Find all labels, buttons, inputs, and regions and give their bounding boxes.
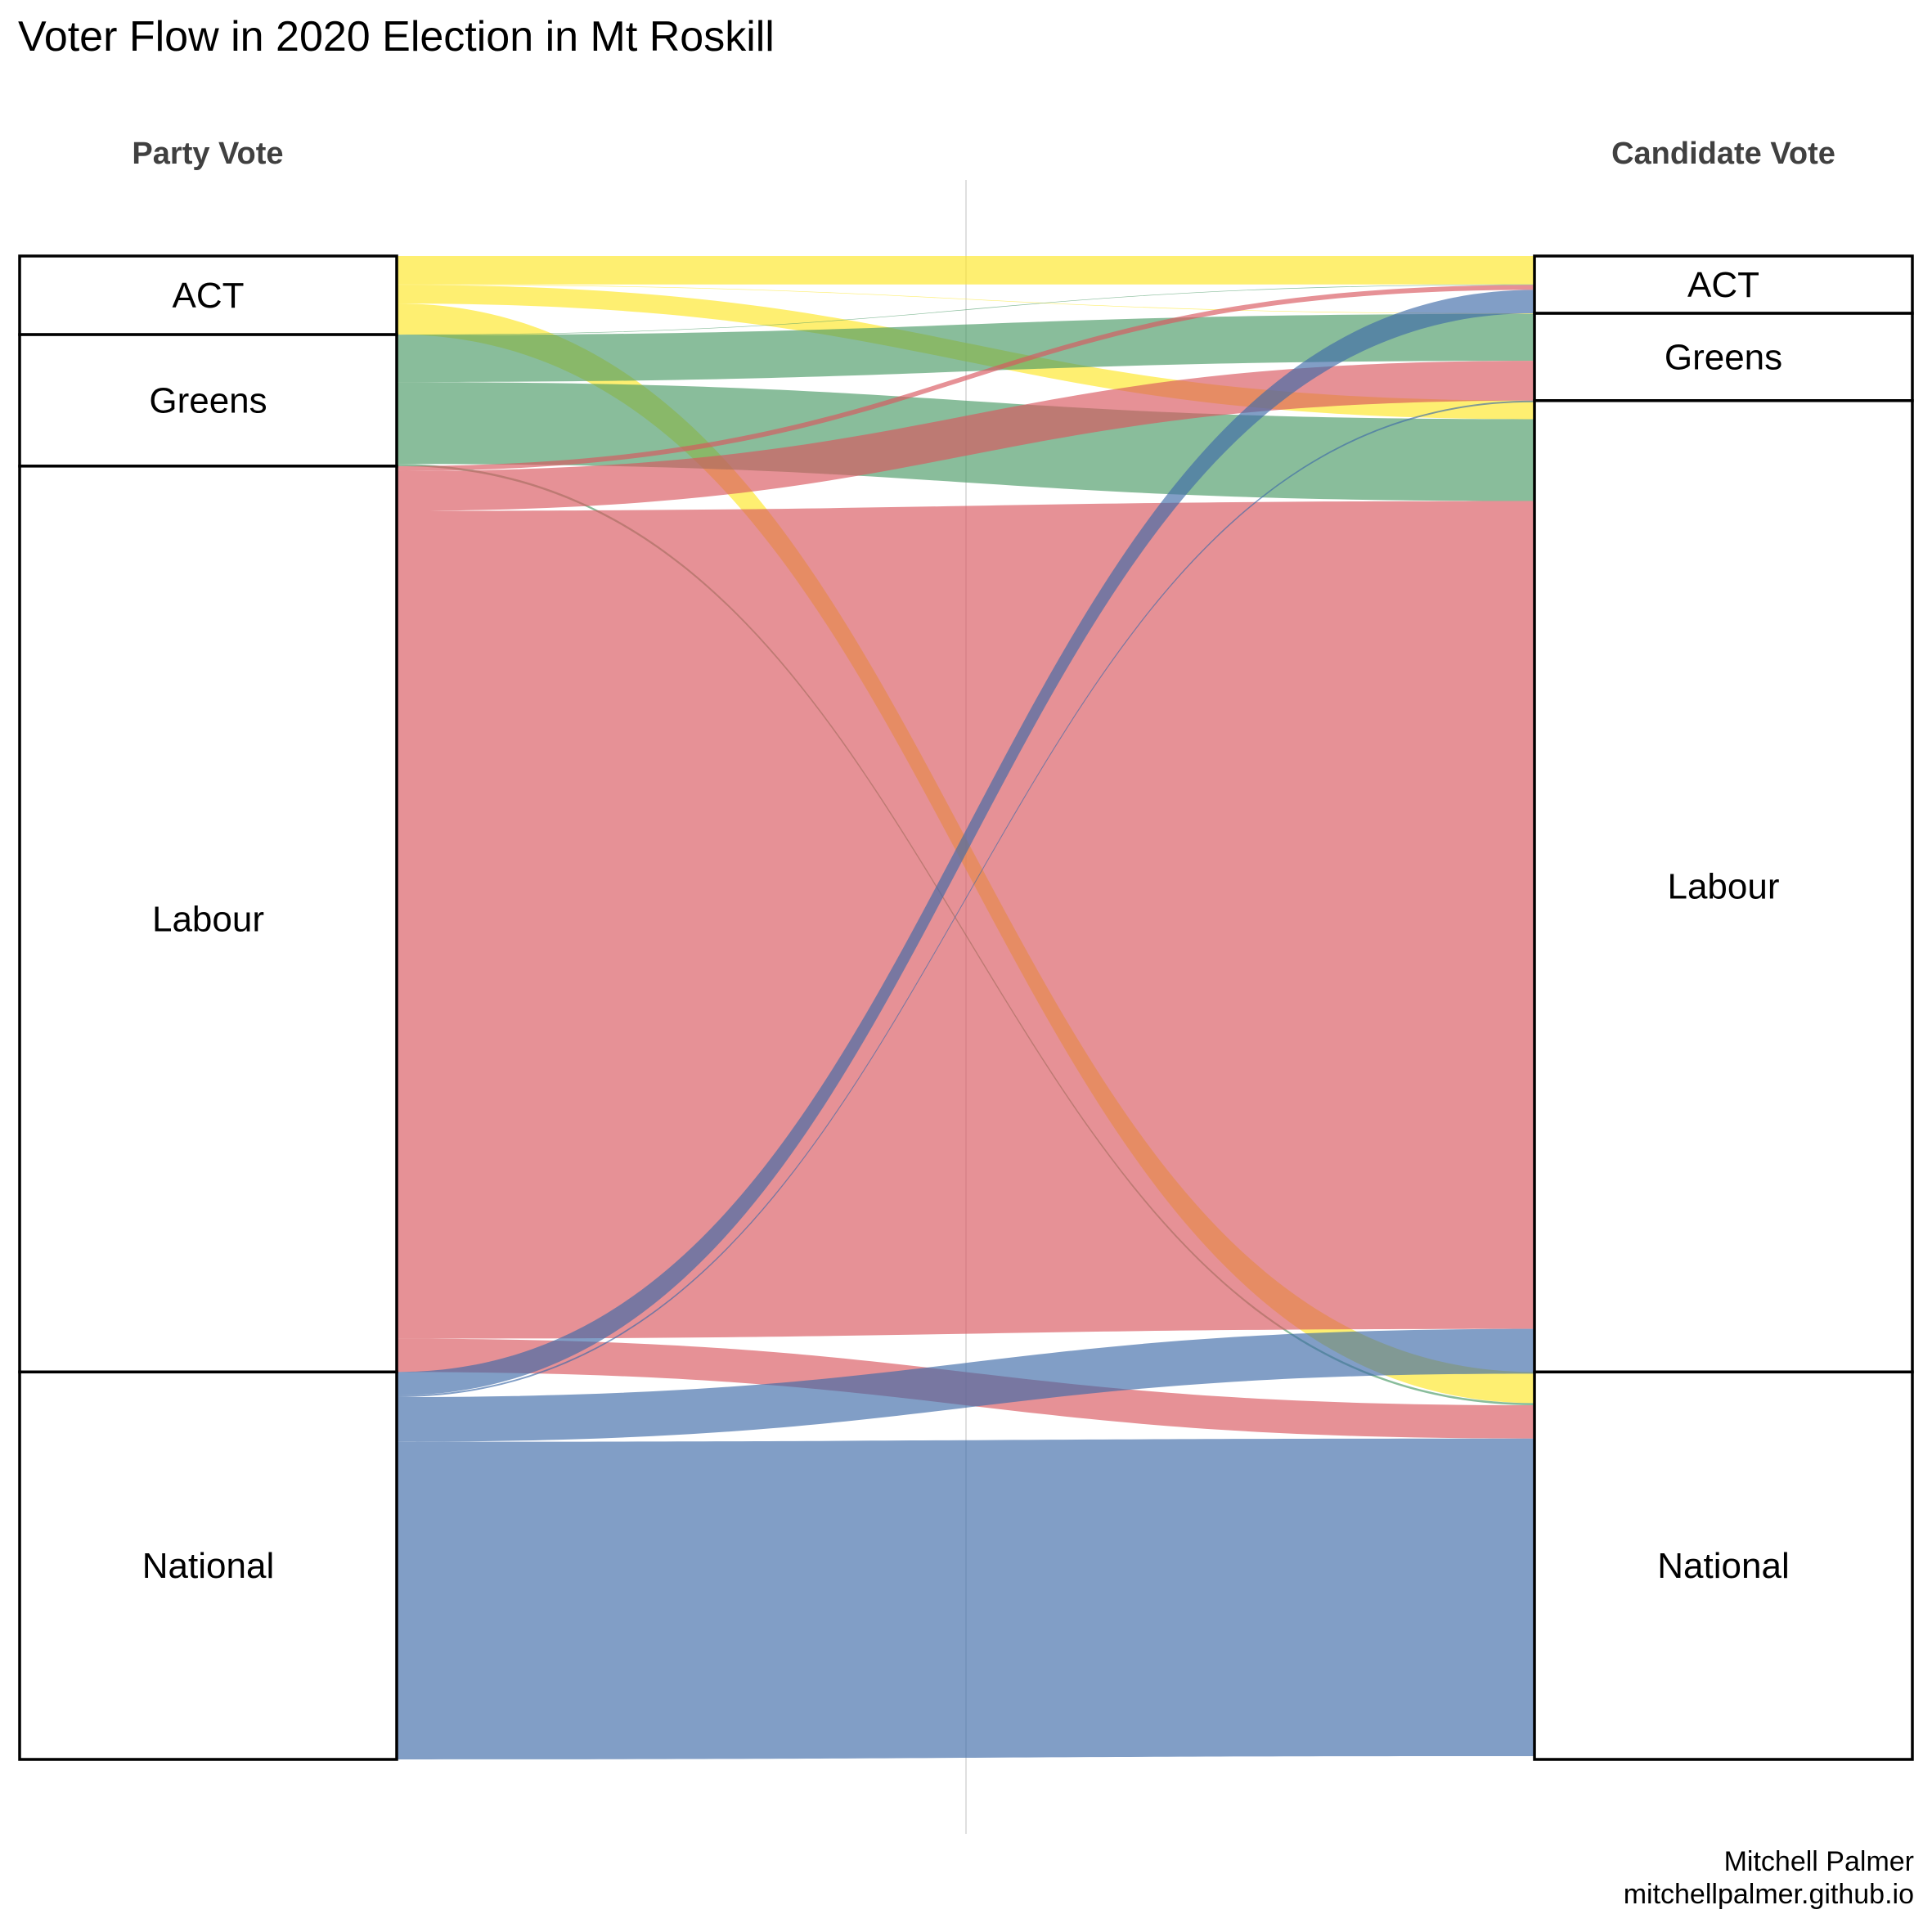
party-vote-header: Party Vote — [132, 137, 283, 171]
candidate-node-greens — [1533, 312, 1914, 402]
flow-national-to-labour — [397, 1328, 1534, 1442]
flow-labour-to-act — [397, 285, 1534, 471]
flow-national-to-act — [397, 290, 1534, 1396]
candidate-node-act — [1533, 254, 1914, 315]
website-caption: mitchellpalmer.github.io — [1624, 1879, 1914, 1910]
party-node-labour — [18, 465, 398, 1374]
flow-greens-to-greens — [397, 313, 1534, 383]
flow-national-to-national — [397, 1438, 1534, 1759]
candidate-node-label-national: National — [1657, 1546, 1789, 1586]
candidate-node-label-labour: Labour — [1667, 867, 1779, 907]
flow-act-to-act — [397, 256, 1534, 285]
candidate-node-label-act: ACT — [1687, 265, 1759, 305]
chart-title: Voter Flow in 2020 Election in Mt Roskil… — [18, 13, 775, 61]
party-node-label-national: National — [142, 1546, 274, 1586]
flow-act-to-greens — [397, 284, 1534, 314]
node-layer: ACT Greens Labour National ACT Greens Labour Na… — [18, 254, 1914, 1761]
candidate-vote-header: Candidate Vote — [1611, 137, 1835, 171]
flow-national-to-greens — [397, 400, 1534, 1398]
party-node-label-act: ACT — [173, 276, 245, 316]
flow-layer — [397, 256, 1534, 1759]
candidate-node-label-greens: Greens — [1665, 337, 1782, 377]
author-caption: Mitchell Palmer — [1724, 1846, 1914, 1877]
flow-labour-to-labour — [397, 501, 1534, 1339]
candidate-node-national — [1533, 1370, 1914, 1761]
party-node-label-greens: Greens — [149, 380, 267, 420]
candidate-node-labour — [1533, 399, 1914, 1374]
party-node-label-labour: Labour — [152, 900, 264, 940]
party-node-national — [18, 1370, 398, 1761]
flow-labour-to-greens — [397, 361, 1534, 511]
flow-greens-to-act — [397, 284, 1534, 335]
